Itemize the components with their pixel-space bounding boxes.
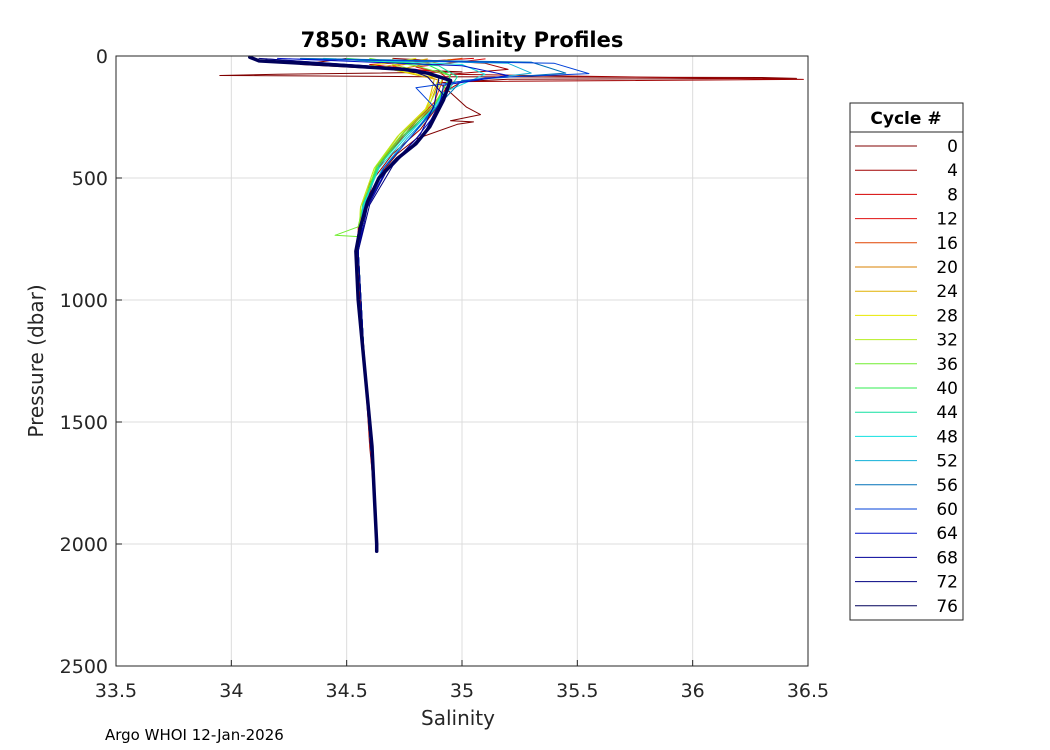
legend-label-52: 52 <box>936 452 958 472</box>
x-axis-ticks: 33.5 34 34.5 35 35.5 36 36.5 <box>95 660 829 702</box>
legend-label-12: 12 <box>936 210 958 230</box>
legend-label-32: 32 <box>936 331 958 351</box>
profile-line-cycle-76 <box>248 55 453 554</box>
x-tick-label: 35.5 <box>556 680 598 702</box>
profile-lines <box>219 55 804 554</box>
legend-label-28: 28 <box>936 306 958 326</box>
legend-label-36: 36 <box>936 355 958 375</box>
legend-label-56: 56 <box>936 476 958 496</box>
legend-box <box>849 102 964 621</box>
x-tick-label: 34.5 <box>326 680 368 702</box>
legend-label-16: 16 <box>936 234 958 254</box>
legend-label-72: 72 <box>936 573 958 593</box>
legend-label-60: 60 <box>936 500 958 520</box>
y-tick-label: 1500 <box>60 412 108 434</box>
legend-label-48: 48 <box>936 427 958 447</box>
y-tick-label: 0 <box>96 46 108 68</box>
legend-label-44: 44 <box>936 403 958 423</box>
y-tick-label: 500 <box>72 168 108 190</box>
x-tick-label: 34 <box>219 680 243 702</box>
legend-label-68: 68 <box>936 548 958 568</box>
y-axis-label: Pressure (dbar) <box>24 284 48 437</box>
legend-label-4: 4 <box>947 161 958 181</box>
legend-label-20: 20 <box>936 258 958 278</box>
x-tick-label: 36.5 <box>787 680 829 702</box>
legend-label-8: 8 <box>947 185 958 205</box>
x-tick-label: 35 <box>450 680 474 702</box>
chart-title: 7850: RAW Salinity Profiles <box>301 28 624 52</box>
footer-credit: Argo WHOI 12-Jan-2026 <box>105 726 284 744</box>
legend-label-0: 0 <box>947 137 958 157</box>
legend: Cycle # 04812162024283236404448525660646… <box>849 102 964 621</box>
y-tick-label: 2500 <box>60 656 108 678</box>
legend-label-24: 24 <box>936 282 958 302</box>
legend-label-64: 64 <box>936 524 958 544</box>
legend-label-76: 76 <box>936 597 958 617</box>
y-axis-ticks: 0 500 1000 1500 2000 2500 <box>60 46 122 678</box>
legend-title: Cycle # <box>870 109 941 129</box>
x-tick-label: 33.5 <box>95 680 137 702</box>
y-tick-label: 2000 <box>60 534 108 556</box>
legend-label-40: 40 <box>936 379 958 399</box>
x-axis-label: Salinity <box>421 706 495 730</box>
y-tick-label: 1000 <box>60 290 108 312</box>
x-tick-label: 36 <box>681 680 705 702</box>
